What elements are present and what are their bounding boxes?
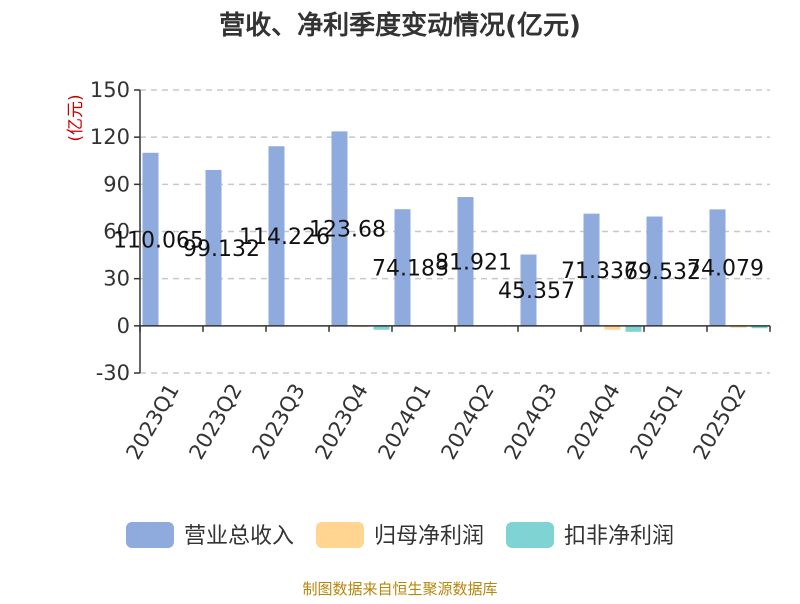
- legend-swatch: [506, 522, 554, 548]
- x-tick-label: 2024Q1: [373, 380, 435, 464]
- data-label: 45.357: [498, 279, 575, 304]
- legend: 营业总收入 归母净利润 扣非净利润: [126, 522, 674, 549]
- bar: [604, 325, 621, 330]
- data-label: 114.226: [239, 225, 330, 250]
- bar: [205, 169, 222, 326]
- bar: [457, 197, 474, 326]
- grid-layer: [140, 89, 770, 374]
- y-tick-label: -30: [96, 361, 130, 385]
- data-label: 74.079: [687, 257, 764, 282]
- x-tick-label: 2025Q2: [688, 380, 750, 464]
- bar: [394, 209, 411, 326]
- bar: [646, 216, 663, 326]
- y-tick-label: 90: [103, 172, 130, 196]
- x-tick-label: 2023Q1: [121, 380, 183, 464]
- x-tick-label: 2024Q4: [562, 380, 624, 464]
- y-tick-label: 150: [90, 78, 130, 102]
- bar: [730, 325, 747, 328]
- data-label: 74.183: [372, 257, 449, 282]
- bar: [520, 254, 537, 326]
- legend-label: 扣非净利润: [564, 524, 674, 549]
- x-tick-label: 2024Q3: [499, 380, 561, 464]
- legend-swatch: [316, 522, 364, 548]
- bar: [751, 325, 768, 329]
- y-axis-unit-label: (亿元): [66, 94, 86, 141]
- bar: [142, 152, 159, 326]
- x-tick-label: 2023Q2: [184, 380, 246, 464]
- legend-swatch: [126, 522, 174, 548]
- data-label: 110.065: [113, 228, 204, 253]
- legend-label: 归母净利润: [374, 524, 484, 549]
- data-label: 81.921: [435, 250, 512, 275]
- legend-label: 营业总收入: [184, 524, 294, 549]
- bar: [625, 325, 642, 332]
- x-tick-label: 2023Q3: [247, 380, 309, 464]
- y-tick-label: 120: [90, 125, 130, 149]
- y-tick-label: 60: [103, 220, 130, 244]
- data-label: 69.532: [624, 260, 701, 285]
- bar: [709, 209, 726, 326]
- y-tick-label: 0: [117, 314, 130, 338]
- bar: [268, 146, 285, 326]
- bar: [331, 131, 348, 326]
- data-label: 71.337: [561, 259, 638, 284]
- x-tick-label: 2025Q1: [625, 380, 687, 464]
- bar: [583, 213, 600, 326]
- bar: [373, 325, 390, 330]
- source-note: 制图数据来自恒生聚源数据库: [302, 580, 497, 598]
- x-tick-label: 2023Q4: [310, 380, 372, 464]
- x-tick-label: 2024Q2: [436, 380, 498, 464]
- chart-title: 营收、净利季度变动情况(亿元): [219, 10, 581, 41]
- data-label: 99.132: [183, 237, 260, 262]
- data-label: 123.68: [309, 218, 386, 243]
- y-tick-label: 30: [103, 267, 130, 291]
